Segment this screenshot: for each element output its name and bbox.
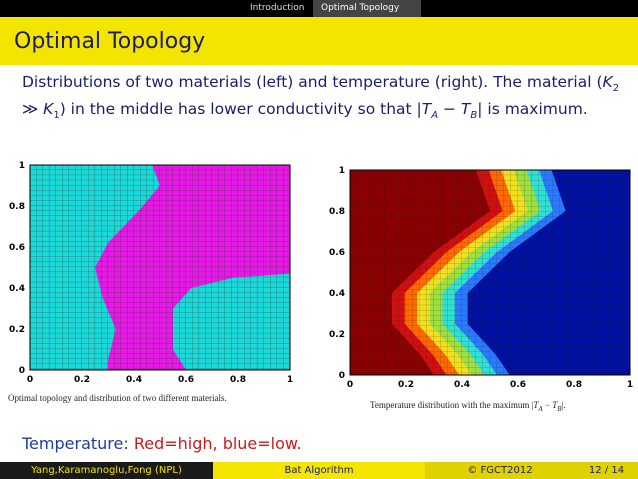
text: A <box>431 110 439 122</box>
text: Temperature distribution with the maximu… <box>370 400 534 410</box>
x-tick-label: 1 <box>287 375 293 385</box>
mesh <box>349 169 631 376</box>
nav-bar: Introduction Optimal Topology <box>0 0 638 17</box>
figure-caption: Temperature distribution with the maximu… <box>370 400 566 413</box>
text: B <box>470 110 478 122</box>
text: T <box>533 400 539 410</box>
x-tick-label: 0.2 <box>398 380 414 390</box>
x-tick-label: 0.2 <box>74 375 90 385</box>
y-tick-label: 0.8 <box>9 202 25 212</box>
figure-caption: Optimal topology and distribution of two… <box>8 393 227 403</box>
text: K <box>602 73 613 91</box>
text: ) in the middle has lower conductivity s… <box>59 100 422 119</box>
text: |. <box>561 400 566 410</box>
text: A <box>538 404 543 413</box>
y-tick-label: 0.4 <box>9 284 25 294</box>
text: | is maximum. <box>477 100 588 119</box>
footer: Yang,Karamanoglu,Fong (NPL) Bat Algorith… <box>0 462 638 479</box>
x-tick-label: 0.4 <box>454 380 470 390</box>
y-tick-label: 0.6 <box>329 248 345 258</box>
x-tick-label: 0 <box>27 375 33 385</box>
footer-event: © FGCT2012 <box>425 462 575 479</box>
y-tick-label: 0.6 <box>9 243 25 253</box>
text: 2 <box>612 83 620 95</box>
slide-title: Optimal Topology <box>14 29 206 54</box>
x-tick-label: 0.8 <box>566 380 582 390</box>
text: Temperature: <box>22 434 134 453</box>
text: ≫ <box>22 100 44 119</box>
nav-item[interactable]: Optimal Topology <box>313 0 421 17</box>
text: T <box>421 100 432 119</box>
y-tick-label: 0.8 <box>329 207 345 217</box>
text: − <box>438 100 461 119</box>
x-tick-label: 0.8 <box>230 375 246 385</box>
y-tick-label: 0.2 <box>9 325 25 335</box>
y-tick-label: 0 <box>19 366 25 376</box>
text: 1 <box>53 110 60 122</box>
title-bar: Optimal Topology <box>0 17 638 65</box>
footer-page: 12 / 14 <box>575 462 638 479</box>
text: T <box>552 400 558 410</box>
figures: 0 0.2 0.4 0.6 0.8 1 0 0.2 0.4 0.6 0.8 1 0 0.2 0.4 0.6 0.… <box>9 161 633 390</box>
text: B <box>557 404 562 413</box>
nav-item[interactable]: Introduction <box>250 3 305 13</box>
text: − <box>542 400 553 410</box>
footer-talk: Bat Algorithm <box>213 462 425 479</box>
footer-author: Yang,Karamanoglu,Fong (NPL) <box>0 462 213 479</box>
x-tick-label: 0 <box>347 380 353 390</box>
note: Temperature: Red=high, blue=low. <box>22 434 302 453</box>
x-tick-label: 0.4 <box>126 375 142 385</box>
y-tick-label: 0.2 <box>329 330 345 340</box>
y-tick-label: 0 <box>339 371 345 381</box>
text: Red=high, blue=low. <box>133 434 302 453</box>
x-tick-label: 0.6 <box>178 375 194 385</box>
x-tick-label: 0.6 <box>510 380 526 390</box>
text: Distributions of two materials (left) an… <box>22 73 603 91</box>
text: T <box>460 100 471 119</box>
mesh <box>29 164 291 371</box>
x-tick-label: 1 <box>627 380 633 390</box>
body-text: Distributions of two materials (left) an… <box>22 72 622 126</box>
text: K <box>43 100 54 119</box>
y-tick-label: 1 <box>19 161 25 171</box>
y-tick-label: 0.4 <box>329 289 345 299</box>
y-tick-label: 1 <box>339 166 345 176</box>
